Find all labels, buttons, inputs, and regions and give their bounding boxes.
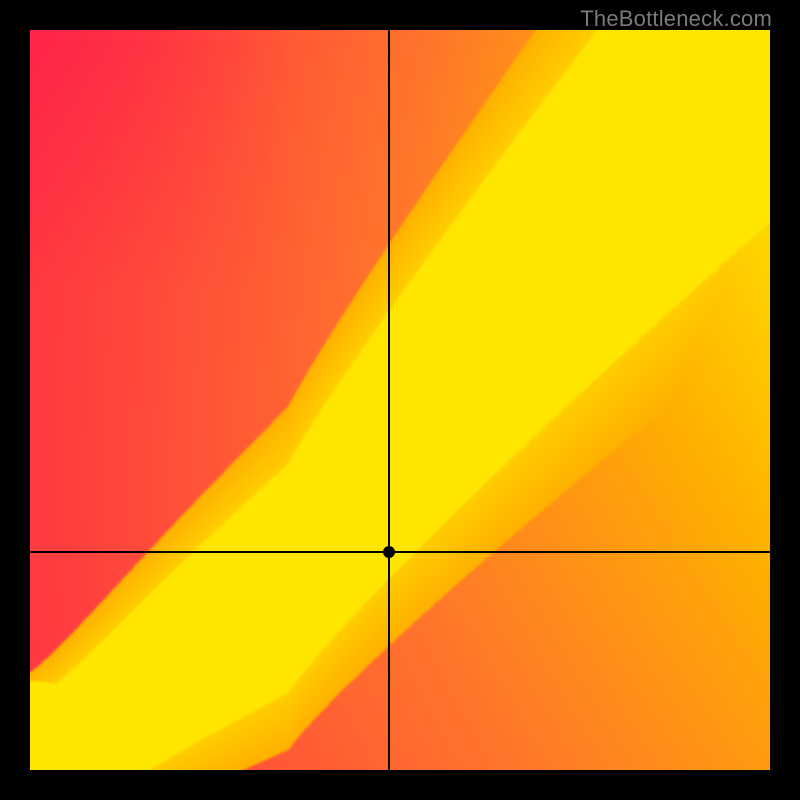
crosshair-vertical bbox=[388, 30, 390, 770]
heatmap-canvas bbox=[30, 30, 770, 770]
heatmap-plot bbox=[30, 30, 770, 770]
chart-container: TheBottleneck.com bbox=[0, 0, 800, 800]
watermark-label: TheBottleneck.com bbox=[580, 6, 772, 32]
crosshair-horizontal bbox=[30, 551, 770, 553]
marker-dot bbox=[383, 546, 395, 558]
